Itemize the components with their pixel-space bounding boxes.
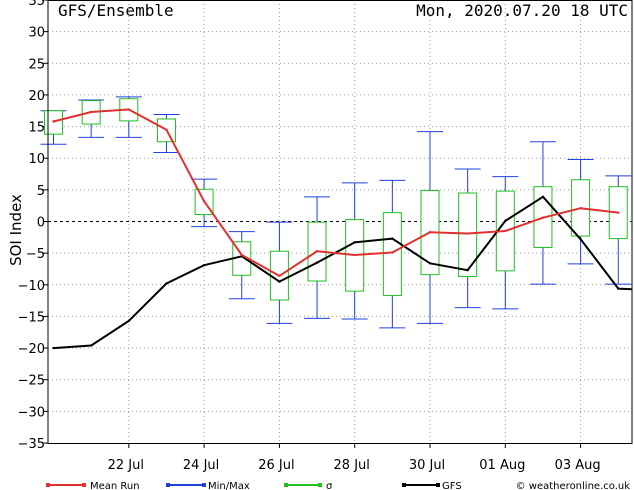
point-gfs-3	[165, 282, 168, 285]
point-gfs-15	[617, 287, 620, 290]
ensemble-day-10	[417, 131, 443, 324]
legend-sigma-marker-right	[318, 483, 322, 487]
legend-gfs-marker-left	[402, 483, 406, 487]
x-tick-labels: 22 Jul 24 Jul 26 Jul 28 Jul 30 Jul 01 Aug 03 A…	[108, 443, 601, 473]
sigma-box-9	[382, 212, 402, 297]
y-tick-label--20: −20	[18, 342, 45, 357]
y-tick-label-10: 10	[28, 152, 45, 167]
ensemble-day-11	[454, 168, 481, 309]
point-mean-run-7	[315, 250, 319, 253]
plot-frame	[47, 0, 633, 444]
legend-gfs-marker-right	[436, 483, 440, 487]
point-gfs-2	[127, 319, 130, 323]
x-tick-label-10: 30 Jul	[409, 458, 445, 473]
point-gfs-13	[541, 195, 545, 199]
point-gfs-11	[466, 269, 469, 272]
point-gfs-9	[391, 237, 394, 240]
point-gfs-7	[315, 261, 319, 264]
y-tick-label-30: 30	[28, 26, 45, 41]
chart-title: GFS/Ensemble	[58, 1, 174, 20]
ensemble-day-1	[78, 99, 105, 138]
legend: Mean Run Min/Max σ GFS © weatheronline.c…	[46, 481, 630, 490]
legend-item-min-max: Min/Max	[166, 481, 250, 490]
y-tick-label--25: −25	[18, 374, 45, 389]
ensemble-day-12	[492, 176, 519, 310]
ensemble-day-14	[567, 158, 594, 265]
y-tick-label--10: −10	[18, 279, 45, 294]
point-mean-run-0	[52, 120, 55, 123]
y-tick-label--5: −5	[26, 247, 45, 262]
point-mean-run-5	[240, 253, 243, 257]
point-gfs-0	[52, 346, 55, 350]
point-mean-run-3	[165, 128, 168, 131]
point-mean-run-6	[278, 274, 281, 278]
point-gfs-10	[428, 262, 432, 265]
run-timestamp: Mon, 2020.07.20 18 UTC	[416, 1, 628, 20]
y-axis-label: SOI Index	[7, 194, 25, 266]
series-line-mean-run	[53, 108, 619, 277]
x-tick-label-6: 26 Jul	[258, 458, 294, 473]
ensemble-day-15	[605, 175, 632, 285]
point-mean-run-8	[353, 253, 356, 257]
y-tick-label-5: 5	[37, 184, 45, 199]
point-mean-run-1	[89, 110, 93, 114]
legend-mean-run-marker-left	[46, 483, 50, 487]
point-mean-run-9	[391, 251, 394, 254]
legend-item-sigma: σ	[284, 481, 333, 490]
y-tick-label-0: 0	[37, 216, 45, 231]
ensemble-day-8	[341, 182, 368, 320]
point-gfs-1	[89, 344, 93, 347]
ensemble-day-0	[40, 110, 67, 145]
y-tick-label-35: 35	[28, 0, 45, 9]
point-gfs-6	[278, 280, 281, 283]
legend-sigma-label: σ	[326, 481, 333, 490]
legend-min-max-marker-left	[166, 483, 170, 487]
x-tick-label-4: 24 Jul	[183, 458, 219, 473]
point-gfs-12	[504, 219, 507, 223]
point-mean-run-15	[617, 211, 620, 214]
ensemble-day-2	[115, 96, 142, 138]
credit-text: © weatheronline.co.uk	[516, 481, 631, 490]
legend-sigma-marker-left	[284, 483, 288, 487]
point-mean-run-4	[202, 200, 206, 203]
legend-mean-run-marker-right	[82, 483, 86, 487]
point-mean-run-13	[541, 216, 545, 219]
y-tick-label--30: −30	[18, 405, 45, 420]
y-tick-label--35: −35	[18, 437, 45, 452]
point-mean-run-2	[127, 108, 130, 111]
point-mean-run-11	[466, 232, 469, 235]
point-mean-run-12	[504, 229, 507, 233]
sigma-box-11	[458, 192, 478, 278]
ensemble-day-13	[529, 141, 556, 285]
legend-mean-run-label: Mean Run	[90, 481, 140, 490]
y-tick-label-20: 20	[28, 89, 45, 104]
series-lines	[52, 108, 633, 350]
y-tick-label-25: 25	[28, 57, 45, 72]
y-tick-label-15: 15	[28, 121, 45, 136]
x-tick-label-2: 22 Jul	[108, 458, 144, 473]
y-tick-label--15: −15	[18, 310, 45, 325]
point-gfs-14	[579, 238, 582, 241]
point-gfs-8	[353, 241, 356, 244]
x-tick-label-12: 01 Aug	[479, 458, 525, 473]
legend-item-gfs: GFS	[402, 481, 462, 490]
ensemble-day-6	[266, 221, 293, 324]
point-mean-run-10	[428, 231, 432, 234]
legend-min-max-marker-right	[202, 483, 206, 487]
point-mean-run-14	[579, 207, 582, 210]
legend-gfs-label: GFS	[442, 481, 462, 490]
x-tick-label-8: 28 Jul	[334, 458, 370, 473]
x-tick-label-14: 03 Aug	[555, 458, 601, 473]
y-tick-labels: −35 −30 −25 −20 −15 −10 −5 0 5 10 15 20 25 30 35	[18, 0, 48, 452]
ensemble-day-9	[379, 179, 406, 329]
legend-item-mean-run: Mean Run	[46, 481, 140, 490]
point-gfs-4	[202, 263, 206, 267]
legend-min-max-label: Min/Max	[208, 481, 250, 490]
